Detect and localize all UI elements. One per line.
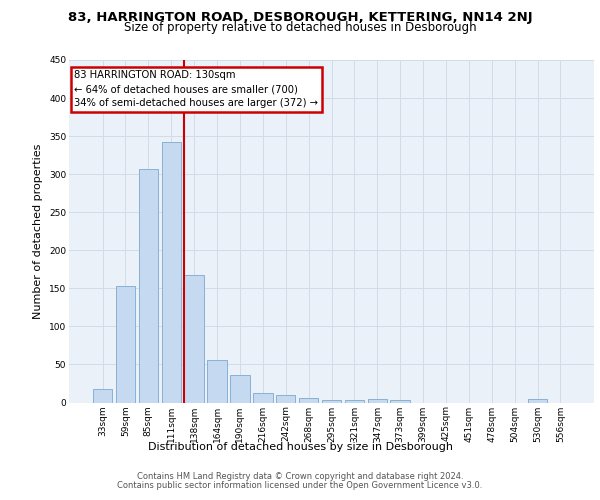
- Bar: [139, 169, 158, 402]
- Text: Contains public sector information licensed under the Open Government Licence v3: Contains public sector information licen…: [118, 481, 482, 490]
- Bar: [230, 375, 250, 402]
- Bar: [208, 360, 227, 403]
- Bar: [93, 389, 112, 402]
- Bar: [116, 286, 135, 403]
- Text: Contains HM Land Registry data © Crown copyright and database right 2024.: Contains HM Land Registry data © Crown c…: [137, 472, 463, 481]
- Bar: [528, 400, 547, 402]
- Y-axis label: Number of detached properties: Number of detached properties: [34, 144, 43, 319]
- Bar: [344, 400, 364, 402]
- Bar: [276, 395, 295, 402]
- Bar: [184, 276, 204, 402]
- Bar: [253, 394, 272, 402]
- Bar: [391, 400, 410, 402]
- Text: 83 HARRINGTON ROAD: 130sqm
← 64% of detached houses are smaller (700)
34% of sem: 83 HARRINGTON ROAD: 130sqm ← 64% of deta…: [74, 70, 318, 108]
- Bar: [368, 398, 387, 402]
- Bar: [161, 142, 181, 403]
- Bar: [322, 400, 341, 402]
- Text: 83, HARRINGTON ROAD, DESBOROUGH, KETTERING, NN14 2NJ: 83, HARRINGTON ROAD, DESBOROUGH, KETTERI…: [68, 11, 532, 24]
- Text: Distribution of detached houses by size in Desborough: Distribution of detached houses by size …: [148, 442, 452, 452]
- Text: Size of property relative to detached houses in Desborough: Size of property relative to detached ho…: [124, 21, 476, 34]
- Bar: [299, 398, 319, 402]
